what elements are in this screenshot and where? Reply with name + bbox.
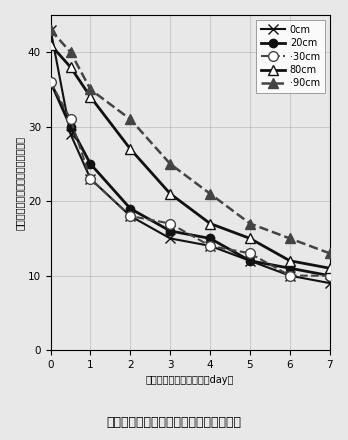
0cm xyxy=(168,236,172,241)
·90cm xyxy=(288,236,292,241)
Line: 0cm: 0cm xyxy=(46,25,334,288)
80cm xyxy=(128,147,133,152)
20cm xyxy=(248,258,252,264)
Y-axis label: 作土層の体積含水率（％）（平均）: 作土層の体積含水率（％）（平均） xyxy=(15,136,25,230)
·90cm xyxy=(69,50,73,55)
20cm xyxy=(128,206,133,211)
Text: 围４　埋め戻し土厘と作土層の水分低下: 围４ 埋め戻し土厘と作土層の水分低下 xyxy=(106,416,242,429)
·30cm xyxy=(88,176,93,181)
·30cm xyxy=(128,213,133,219)
·30cm xyxy=(69,117,73,122)
0cm xyxy=(288,273,292,278)
80cm xyxy=(327,266,332,271)
80cm xyxy=(248,236,252,241)
80cm xyxy=(168,191,172,196)
80cm xyxy=(208,221,212,226)
·90cm xyxy=(168,161,172,167)
X-axis label: 暗渠排水開始後の日数（day）: 暗渠排水開始後の日数（day） xyxy=(146,375,234,385)
·90cm xyxy=(88,87,93,92)
Line: 20cm: 20cm xyxy=(47,78,334,280)
80cm xyxy=(288,258,292,264)
·90cm xyxy=(327,251,332,256)
·30cm xyxy=(288,273,292,278)
Line: ·90cm: ·90cm xyxy=(46,25,334,258)
0cm xyxy=(48,27,53,33)
·30cm xyxy=(48,79,53,84)
·30cm xyxy=(327,273,332,278)
20cm xyxy=(88,161,93,167)
0cm xyxy=(248,258,252,264)
0cm xyxy=(327,280,332,286)
·30cm xyxy=(248,251,252,256)
·30cm xyxy=(208,243,212,249)
0cm xyxy=(69,132,73,137)
Legend: 0cm, 20cm, ·30cm, 80cm, ·90cm: 0cm, 20cm, ·30cm, 80cm, ·90cm xyxy=(256,20,325,93)
0cm xyxy=(88,176,93,181)
20cm xyxy=(48,79,53,84)
·90cm xyxy=(248,221,252,226)
20cm xyxy=(208,236,212,241)
80cm xyxy=(48,42,53,48)
Line: ·30cm: ·30cm xyxy=(46,77,334,281)
·90cm xyxy=(208,191,212,196)
80cm xyxy=(88,94,93,99)
·90cm xyxy=(128,117,133,122)
20cm xyxy=(327,273,332,278)
·30cm xyxy=(168,221,172,226)
0cm xyxy=(208,243,212,249)
·90cm xyxy=(48,27,53,33)
20cm xyxy=(168,228,172,234)
80cm xyxy=(69,65,73,70)
20cm xyxy=(69,124,73,129)
Line: 80cm: 80cm xyxy=(46,40,334,273)
20cm xyxy=(288,266,292,271)
0cm xyxy=(128,213,133,219)
